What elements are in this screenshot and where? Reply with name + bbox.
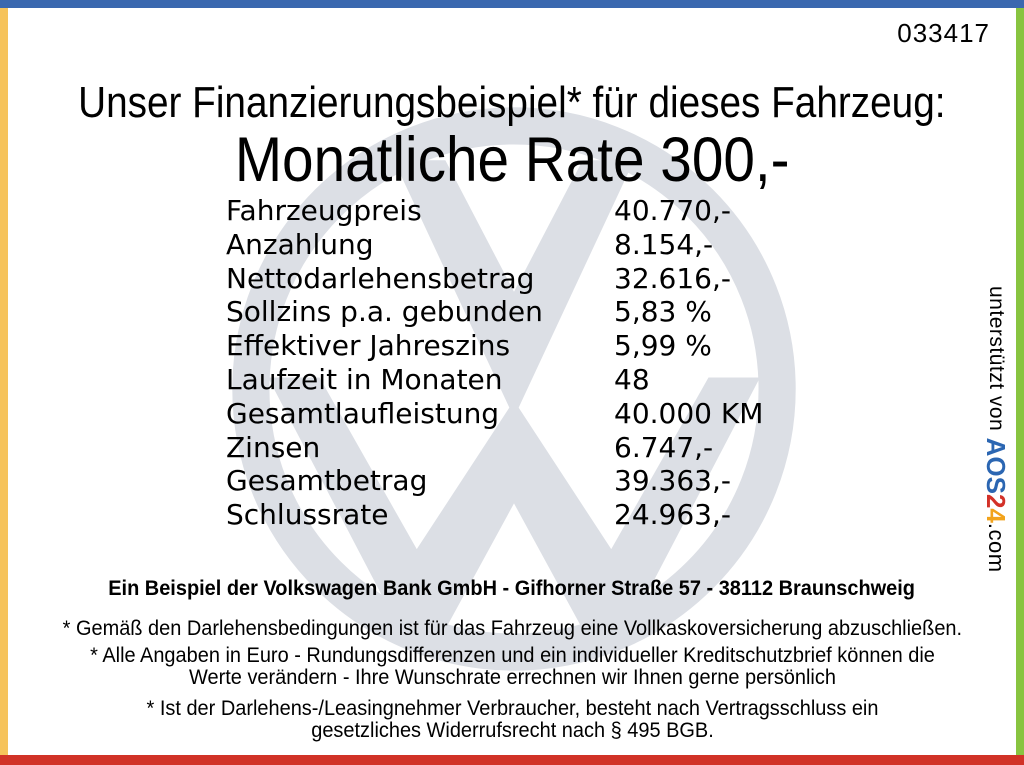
row-label: Gesamtbetrag xyxy=(226,464,428,498)
finance-table: Fahrzeugpreis 40.770,- Anzahlung 8.154,-… xyxy=(226,194,763,532)
page-title-text: Unser Finanzierungsbeispiel* für dieses … xyxy=(78,78,946,127)
aos24-letter: 2 xyxy=(981,493,1011,509)
sponsor-strip: unterstützt von AOS24.com xyxy=(980,286,1011,573)
vw-logo-watermark xyxy=(228,103,800,675)
disclaimer-withdrawal-right: * Ist der Darlehens-/Leasingnehmer Verbr… xyxy=(0,698,1024,742)
frame-stripe-right xyxy=(1016,8,1024,755)
vw-logo-icon xyxy=(232,107,796,671)
bank-address-text: Ein Beispiel der Volkswagen Bank GmbH - … xyxy=(108,577,916,600)
row-label: Nettodarlehensbetrag xyxy=(226,261,535,295)
aos24-logo: AOS24 xyxy=(981,438,1011,523)
row-value: 24.963,- xyxy=(614,498,731,532)
row-value: 5,83 % xyxy=(614,295,712,329)
row-value: 6.747,- xyxy=(614,430,714,464)
footer: Ein Beispiel der Volkswagen Bank GmbH - … xyxy=(0,578,1024,747)
page-title: Unser Finanzierungsbeispiel* für dieses … xyxy=(0,78,1024,128)
disclaimer-insurance: * Gemäß den Darlehensbedingungen ist für… xyxy=(0,618,1024,640)
disclaimer-euro-rounding-text: * Alle Angaben in Euro - Rundungsdiffere… xyxy=(89,644,935,689)
row-value: 8.154,- xyxy=(614,227,714,261)
monthly-rate-text: Monatliche Rate 300,- xyxy=(234,125,790,195)
table-row: Gesamtbetrag 39.363,- xyxy=(226,464,763,498)
frame-stripe-top xyxy=(0,0,1024,8)
table-row: Sollzins p.a. gebunden 5,83 % xyxy=(226,295,763,329)
row-value: 40.770,- xyxy=(614,194,731,227)
table-row: Gesamtlaufleistung 40.000 KM xyxy=(226,397,763,431)
aos24-letter: A xyxy=(981,437,1011,457)
document-number: 033417 xyxy=(897,18,990,48)
row-label: Anzahlung xyxy=(226,227,374,261)
disclaimer-euro-rounding: * Alle Angaben in Euro - Rundungsdiffere… xyxy=(0,645,1024,689)
disclaimer-insurance-text: * Gemäß den Darlehensbedingungen ist für… xyxy=(62,617,962,640)
row-label: Laufzeit in Monaten xyxy=(226,362,503,396)
row-value: 5,99 % xyxy=(614,329,712,363)
table-row: Nettodarlehensbetrag 32.616,- xyxy=(226,262,763,296)
aos24-letter: S xyxy=(981,476,1011,494)
frame-stripe-bottom xyxy=(0,755,1024,765)
disclaimer-withdrawal-right-text: * Ist der Darlehens-/Leasingnehmer Verbr… xyxy=(146,697,878,742)
row-label: Effektiver Jahreszins xyxy=(226,329,511,363)
row-label: Gesamtlaufleistung xyxy=(226,396,500,430)
table-row: Fahrzeugpreis 40.770,- xyxy=(226,194,763,228)
row-value: 32.616,- xyxy=(614,261,731,295)
sponsor-prefix: unterstützt von xyxy=(985,286,1008,438)
sponsor-suffix: .com xyxy=(984,522,1009,573)
table-row: Zinsen 6.747,- xyxy=(226,431,763,465)
table-row: Effektiver Jahreszins 5,99 % xyxy=(226,329,763,363)
row-value: 39.363,- xyxy=(614,464,731,498)
aos24-letter: 4 xyxy=(981,508,1011,523)
monthly-rate-headline: Monatliche Rate 300,- xyxy=(0,124,1024,196)
row-label: Zinsen xyxy=(226,430,321,464)
row-label: Fahrzeugpreis xyxy=(226,194,422,227)
frame-stripe-left xyxy=(0,8,8,755)
bank-address-line: Ein Beispiel der Volkswagen Bank GmbH - … xyxy=(0,578,1024,600)
table-row: Laufzeit in Monaten 48 xyxy=(226,363,763,397)
row-value: 48 xyxy=(614,362,650,396)
aos24-letter: O xyxy=(981,456,1011,477)
row-value: 40.000 KM xyxy=(614,396,764,430)
row-label: Sollzins p.a. gebunden xyxy=(226,295,543,329)
table-row: Schlussrate 24.963,- xyxy=(226,498,763,532)
table-row: Anzahlung 8.154,- xyxy=(226,228,763,262)
row-label: Schlussrate xyxy=(226,498,389,532)
